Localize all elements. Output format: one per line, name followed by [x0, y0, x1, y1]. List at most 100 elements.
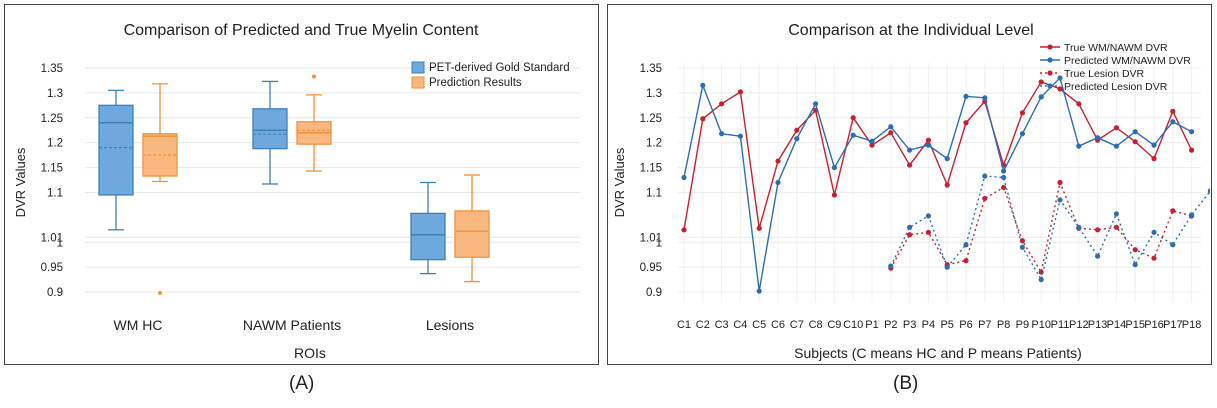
- data-point-true-wm-nawm-dvr: [1113, 125, 1119, 131]
- data-point-predicted-lesion-dvr: [982, 173, 988, 179]
- box-prediction: [142, 83, 178, 296]
- x-axis-label: ROIs: [294, 345, 326, 361]
- legend-swatch: [411, 61, 425, 74]
- line-chart-svg: Comparison at the Individual Level 0.9 0.9…: [612, 22, 1210, 361]
- data-point-true-wm-nawm-dvr: [737, 89, 743, 95]
- x-tick-label: P11: [1051, 319, 1070, 331]
- legend-marker: [1047, 44, 1053, 50]
- data-point-predicted-lesion-dvr: [1001, 174, 1007, 181]
- data-point-predicted-wm-nawm-dvr: [888, 124, 894, 130]
- data-point-predicted-lesion-dvr: [1189, 212, 1195, 218]
- box-gold-standard: [410, 181, 446, 275]
- y-axis-label: DVR Values: [13, 147, 28, 217]
- data-point-true-wm-nawm-dvr: [700, 116, 706, 122]
- data-point-predicted-lesion-dvr: [1207, 188, 1210, 194]
- outlier-point: [312, 74, 316, 79]
- data-point-predicted-wm-nawm-dvr: [982, 95, 988, 101]
- y-tick-label: 1.25: [41, 113, 63, 125]
- y-tick-label: 1.3: [646, 88, 662, 100]
- y-tick-label: 0.9: [646, 287, 662, 299]
- data-point-predicted-wm-nawm-dvr: [869, 138, 875, 144]
- data-point-true-wm-nawm-dvr: [1057, 86, 1063, 92]
- data-point-predicted-lesion-dvr: [1132, 262, 1138, 268]
- data-point-predicted-lesion-dvr: [1076, 224, 1082, 230]
- legend-label: True WM/NAWM DVR: [1064, 42, 1168, 54]
- x-tick-label: C4: [733, 319, 747, 331]
- data-point-predicted-wm-nawm-dvr: [1132, 129, 1138, 135]
- x-tick-label: C10: [843, 319, 863, 331]
- data-point-predicted-wm-nawm-dvr: [944, 156, 950, 162]
- x-tick-label: P18: [1182, 319, 1202, 331]
- data-point-true-wm-nawm-dvr: [756, 225, 762, 231]
- x-tick-label: P1: [865, 319, 878, 331]
- data-point-predicted-wm-nawm-dvr: [1151, 142, 1157, 148]
- data-point-true-wm-nawm-dvr: [1076, 101, 1082, 107]
- data-point-predicted-wm-nawm-dvr: [850, 132, 856, 138]
- data-point-true-wm-nawm-dvr: [888, 130, 894, 136]
- data-point-predicted-wm-nawm-dvr: [1076, 143, 1082, 149]
- data-point-predicted-wm-nawm-dvr: [1170, 119, 1176, 125]
- y-axis-label: DVR Values: [612, 147, 627, 217]
- data-point-predicted-wm-nawm-dvr: [963, 93, 969, 99]
- box-gold-standard: [98, 89, 134, 231]
- data-point-true-lesion-dvr: [1170, 208, 1176, 214]
- y-tick-label: 1: [57, 237, 63, 249]
- x-tick-label: C3: [715, 319, 729, 331]
- y-tick-label: 0.95: [640, 262, 662, 274]
- series-line-predicted-lesion-dvr: [890, 175, 1210, 282]
- x-tick-label: P2: [884, 319, 897, 331]
- data-point-predicted-lesion-dvr: [1113, 211, 1119, 217]
- data-point-true-wm-nawm-dvr: [831, 192, 837, 198]
- x-tick-label: P12: [1069, 319, 1089, 331]
- y-tick-label: 0.9: [47, 287, 63, 299]
- caption-b: (B): [893, 373, 919, 394]
- outlier-point: [158, 291, 162, 296]
- y-tick-label: 1.35: [640, 63, 662, 75]
- box-iqr: [252, 108, 288, 150]
- x-tick-label: WM HC: [114, 317, 163, 333]
- data-point-true-lesion-dvr: [1132, 247, 1138, 253]
- data-point-true-wm-nawm-dvr: [963, 120, 969, 126]
- data-point-true-wm-nawm-dvr: [719, 101, 725, 107]
- data-point-true-wm-nawm-dvr: [1189, 147, 1195, 153]
- data-point-predicted-wm-nawm-dvr: [907, 147, 913, 153]
- x-tick-label: P10: [1031, 319, 1051, 331]
- y-tick-label: 0.95: [41, 262, 63, 274]
- data-point-predicted-wm-nawm-dvr: [1019, 131, 1025, 137]
- x-axis-label: Subjects (C means HC and P means Patient…: [794, 345, 1082, 361]
- x-tick-label: P4: [922, 319, 935, 331]
- data-point-predicted-wm-nawm-dvr: [831, 164, 837, 171]
- x-tick-label: NAWM Patients: [243, 317, 341, 333]
- x-tick-label: P8: [997, 319, 1010, 331]
- data-point-predicted-wm-nawm-dvr: [700, 82, 706, 89]
- data-point-predicted-wm-nawm-dvr: [681, 174, 687, 181]
- legend-marker: [1047, 57, 1053, 63]
- data-point-predicted-lesion-dvr: [1151, 229, 1157, 235]
- data-point-predicted-wm-nawm-dvr: [1057, 75, 1063, 81]
- box-iqr: [410, 212, 446, 261]
- series-line-predicted-wm-nawm-dvr: [683, 76, 1192, 292]
- y-tick-label: 1.15: [640, 163, 662, 175]
- data-point-true-lesion-dvr: [1057, 179, 1063, 186]
- x-tick-label: C6: [771, 319, 785, 331]
- legend-label: True Lesion DVR: [1064, 68, 1145, 80]
- y-tick-label: 1.3: [47, 88, 63, 100]
- chart-title: Comparison of Predicted and True Myelin …: [124, 22, 479, 39]
- panel-b-line-chart: Comparison at the Individual Level 0.9 0.9…: [607, 4, 1212, 365]
- data-point-true-lesion-dvr: [907, 232, 913, 238]
- data-point-true-lesion-dvr: [1095, 227, 1101, 233]
- data-point-true-wm-nawm-dvr: [1038, 79, 1044, 85]
- y-tick-label: 1.15: [41, 163, 63, 175]
- box-prediction: [296, 74, 332, 172]
- x-tick-label: C8: [809, 319, 823, 331]
- x-tick-label: C1: [677, 319, 691, 331]
- data-point-predicted-lesion-dvr: [1095, 253, 1101, 259]
- y-tick-label: 1.2: [47, 138, 63, 150]
- data-point-predicted-lesion-dvr: [1019, 244, 1025, 250]
- box-prediction: [454, 174, 490, 283]
- x-tick-label: P5: [940, 319, 953, 331]
- x-tick-label: C5: [752, 319, 766, 331]
- panel-a-box-chart: Comparison of Predicted and True Myelin …: [4, 4, 599, 365]
- legend-label: Predicted Lesion DVR: [1064, 81, 1168, 93]
- legend-label: Predicted WM/NAWM DVR: [1064, 55, 1191, 67]
